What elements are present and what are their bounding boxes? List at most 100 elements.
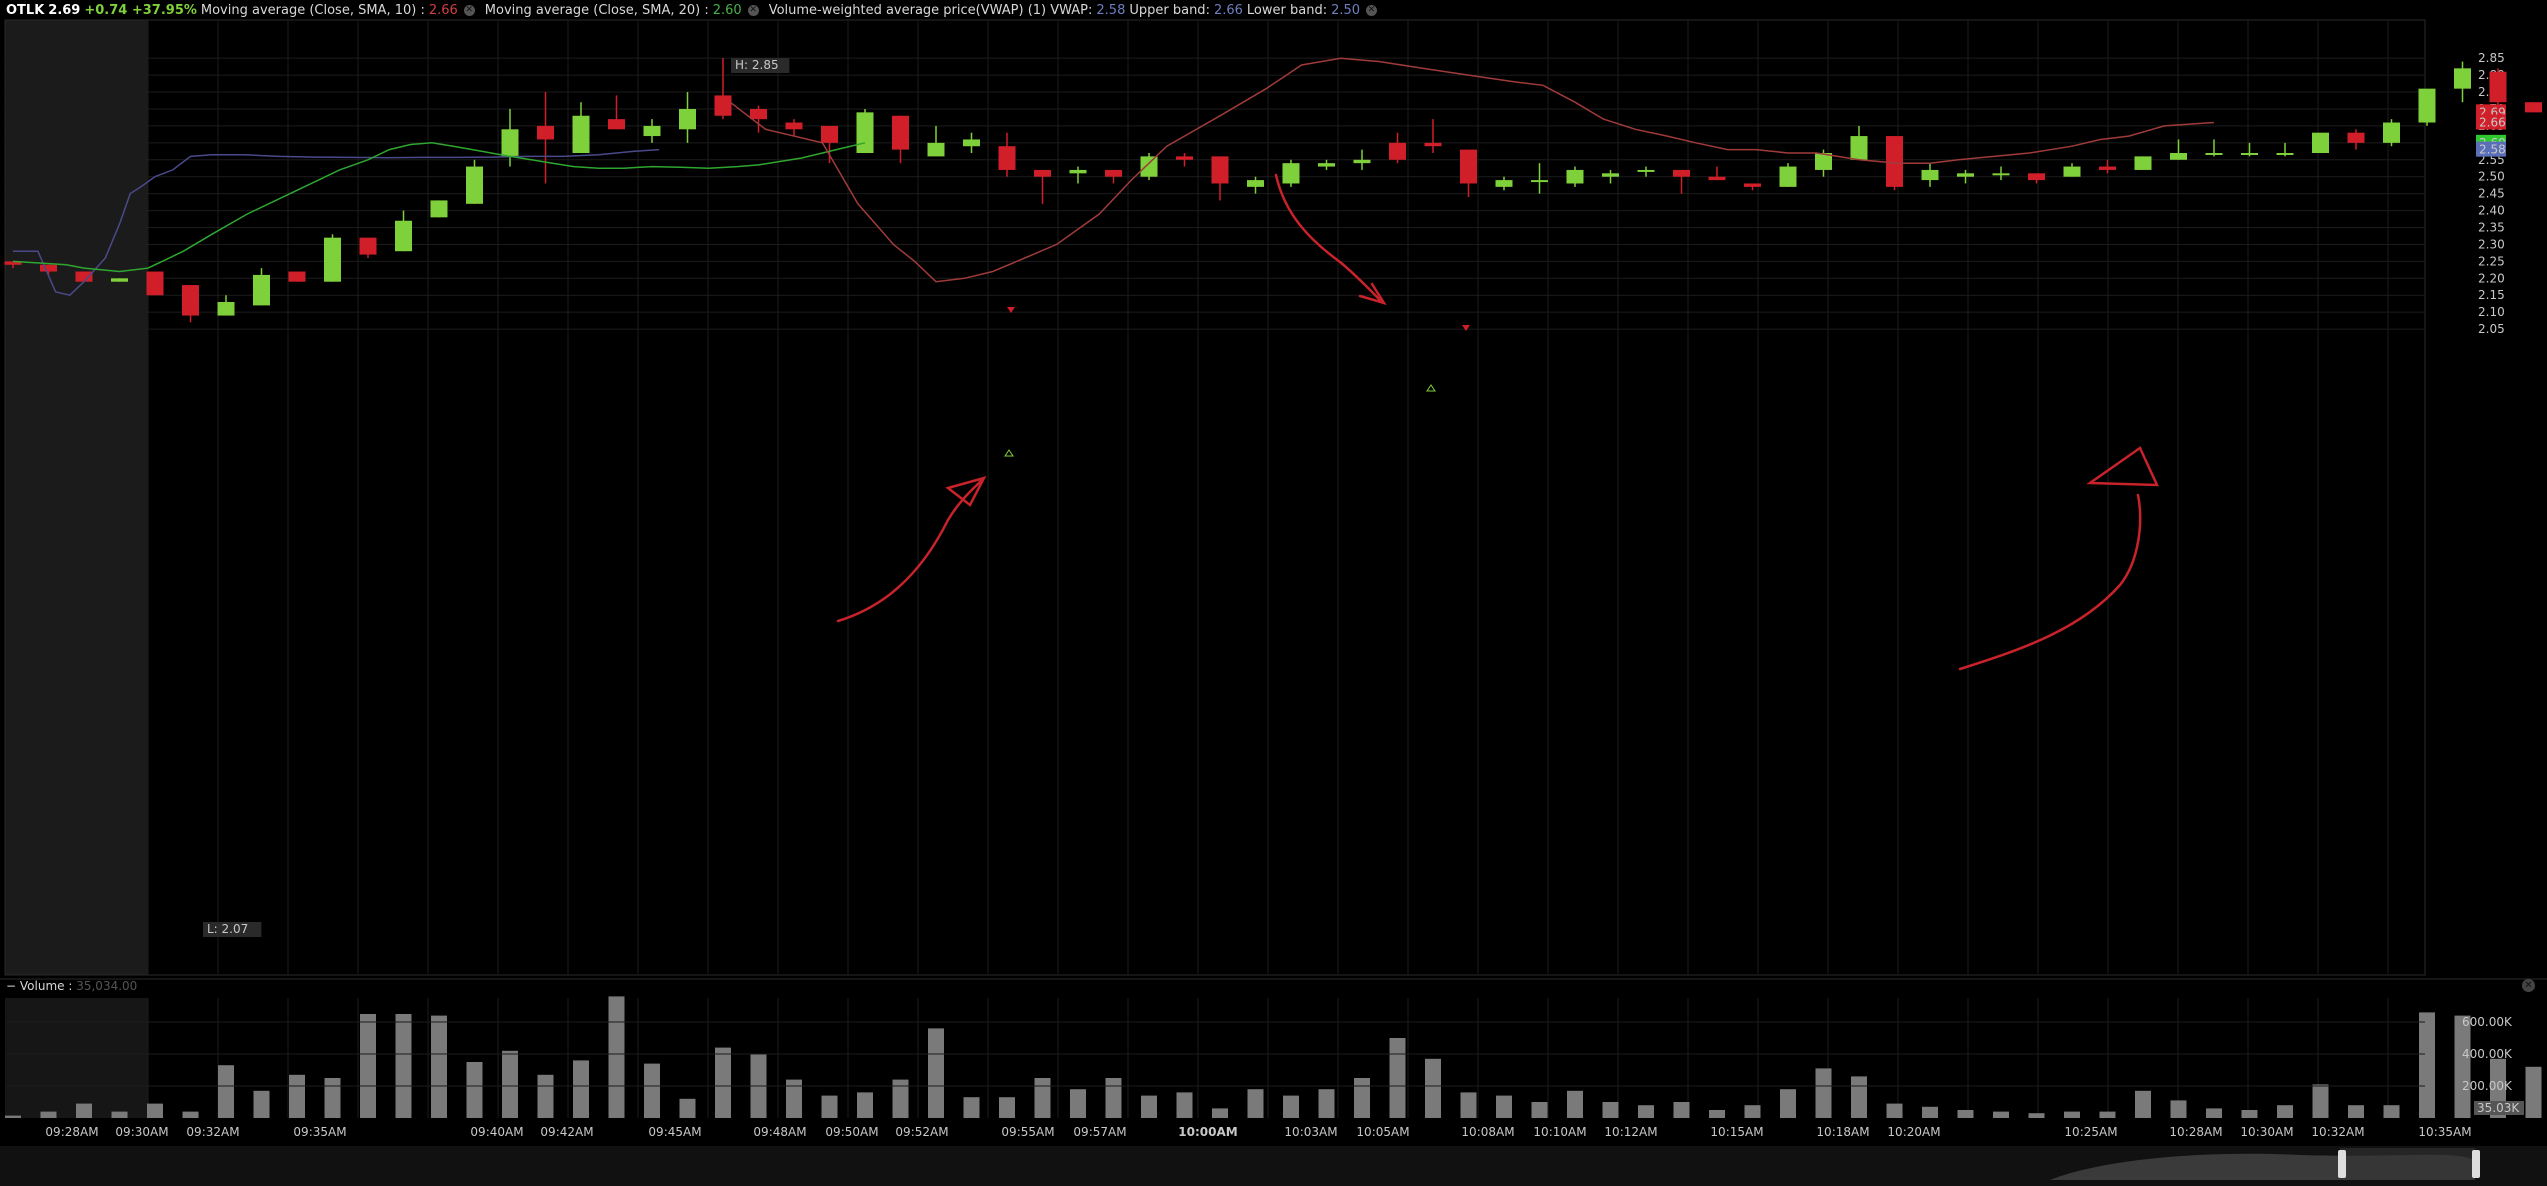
candle-body[interactable] xyxy=(2099,166,2116,170)
price-tag-bg xyxy=(2476,114,2506,130)
candle-body[interactable] xyxy=(288,271,306,282)
volume-bar xyxy=(5,1115,21,1118)
candle-body[interactable] xyxy=(927,142,945,157)
candle-body[interactable] xyxy=(1957,173,1974,177)
candle-body[interactable] xyxy=(2525,102,2542,113)
candle-body[interactable] xyxy=(2063,166,2081,177)
volume-bar xyxy=(537,1074,554,1118)
candle-body[interactable] xyxy=(2134,156,2152,170)
collapse-volume-icon[interactable]: − xyxy=(6,979,17,993)
candle-body[interactable] xyxy=(892,115,909,150)
candle-body[interactable] xyxy=(430,200,448,218)
sma10-value: 2.66 xyxy=(428,2,458,18)
candle-body[interactable] xyxy=(2241,153,2258,156)
volume-bar xyxy=(2241,1110,2258,1118)
candle-body[interactable] xyxy=(1531,180,1548,183)
candle-body[interactable] xyxy=(182,285,199,316)
candle-body[interactable] xyxy=(2028,173,2045,181)
candle-body[interactable] xyxy=(111,278,128,282)
candle-body[interactable] xyxy=(679,108,696,130)
candle-body[interactable] xyxy=(1744,183,1761,187)
x-tick-label: 09:45AM xyxy=(648,1125,701,1139)
candle-body[interactable] xyxy=(324,237,341,282)
candle-body[interactable] xyxy=(1460,149,1477,184)
candle-body[interactable] xyxy=(4,261,22,265)
hand-drawn-arrow xyxy=(836,478,984,623)
candle-body[interactable] xyxy=(1886,136,1903,187)
volume-bar xyxy=(1212,1108,1228,1118)
candle-body[interactable] xyxy=(2170,153,2187,160)
candle-body[interactable] xyxy=(785,122,803,130)
candle-body[interactable] xyxy=(1815,153,1832,170)
volume-close-icon[interactable]: ✕ xyxy=(2522,979,2535,992)
y-tick-label: 2.10 xyxy=(2478,305,2505,319)
x-tick-label: 10:15AM xyxy=(1710,1125,1763,1139)
navigator-left-handle[interactable] xyxy=(2338,1150,2346,1178)
candle-body[interactable] xyxy=(1034,169,1051,177)
candle-body[interactable] xyxy=(1282,163,1300,184)
candle-body[interactable] xyxy=(714,95,732,116)
navigator-right-handle[interactable] xyxy=(2472,1150,2480,1178)
candle-body[interactable] xyxy=(1211,156,1229,184)
candle-body[interactable] xyxy=(572,115,590,154)
volume-bar xyxy=(786,1079,802,1118)
candle-body[interactable] xyxy=(146,271,164,296)
candle-body[interactable] xyxy=(1673,169,1690,177)
candle-body[interactable] xyxy=(1921,169,1939,181)
candle-body[interactable] xyxy=(1105,169,1122,177)
volume-bar xyxy=(1886,1103,1903,1118)
candle-body[interactable] xyxy=(466,166,483,204)
candle-body[interactable] xyxy=(1176,156,1193,160)
candle-body[interactable] xyxy=(40,264,57,272)
candle-body[interactable] xyxy=(1637,169,1655,172)
candle-body[interactable] xyxy=(821,125,838,143)
remove-sma10-close-icon[interactable]: ✕ xyxy=(463,4,475,16)
remove-vwap-close-icon[interactable]: ✕ xyxy=(1366,4,1378,16)
volume-bar xyxy=(395,1014,412,1118)
vwap-value: 2.58 xyxy=(1096,2,1126,18)
candle-body[interactable] xyxy=(253,274,270,306)
candle-body[interactable] xyxy=(501,129,519,157)
candle-body[interactable] xyxy=(608,119,625,130)
remove-sma20-close-icon[interactable]: ✕ xyxy=(747,4,759,16)
candle-body[interactable] xyxy=(1779,166,1797,187)
candle-body[interactable] xyxy=(2454,68,2471,89)
candle-body[interactable] xyxy=(1992,173,2010,176)
candle-body[interactable] xyxy=(1424,142,1442,147)
lower-band-value: 2.50 xyxy=(1331,2,1361,18)
candle-body[interactable] xyxy=(359,237,377,255)
candle-body[interactable] xyxy=(750,108,767,120)
candle-body[interactable] xyxy=(1602,173,1619,177)
candle-body[interactable] xyxy=(1069,169,1087,174)
candle-body[interactable] xyxy=(1850,136,1868,160)
navigator-window[interactable] xyxy=(2340,1148,2475,1180)
candle-body[interactable] xyxy=(2276,153,2294,156)
candle-body[interactable] xyxy=(537,125,554,140)
candle-body[interactable] xyxy=(395,220,412,252)
candle-body[interactable] xyxy=(1495,180,1513,187)
candle-body[interactable] xyxy=(2489,71,2507,103)
candle-body[interactable] xyxy=(1566,169,1584,184)
candle-body[interactable] xyxy=(2347,132,2365,143)
candle-body[interactable] xyxy=(1318,163,1335,167)
candle-body[interactable] xyxy=(2205,153,2223,156)
candle-body[interactable] xyxy=(1708,176,1726,181)
candle-body[interactable] xyxy=(998,146,1016,170)
candle-body[interactable] xyxy=(963,139,980,147)
candle-body[interactable] xyxy=(1140,156,1158,177)
volume-bar xyxy=(1993,1111,2009,1118)
candle-body[interactable] xyxy=(2418,88,2436,123)
candle-body[interactable] xyxy=(856,112,874,154)
candle-body[interactable] xyxy=(217,302,235,316)
y-tick-label: 2.85 xyxy=(2478,51,2505,65)
candle-body[interactable] xyxy=(643,125,661,137)
volume-bar xyxy=(1957,1110,1974,1118)
candle-body[interactable] xyxy=(1247,180,1264,187)
candle-body[interactable] xyxy=(75,271,93,282)
candle-body[interactable] xyxy=(1389,142,1406,160)
candle-body[interactable] xyxy=(1353,159,1371,164)
x-tick-label: 10:28AM xyxy=(2169,1125,2222,1139)
candle-body[interactable] xyxy=(2383,122,2400,143)
candle-body[interactable] xyxy=(2312,132,2329,154)
